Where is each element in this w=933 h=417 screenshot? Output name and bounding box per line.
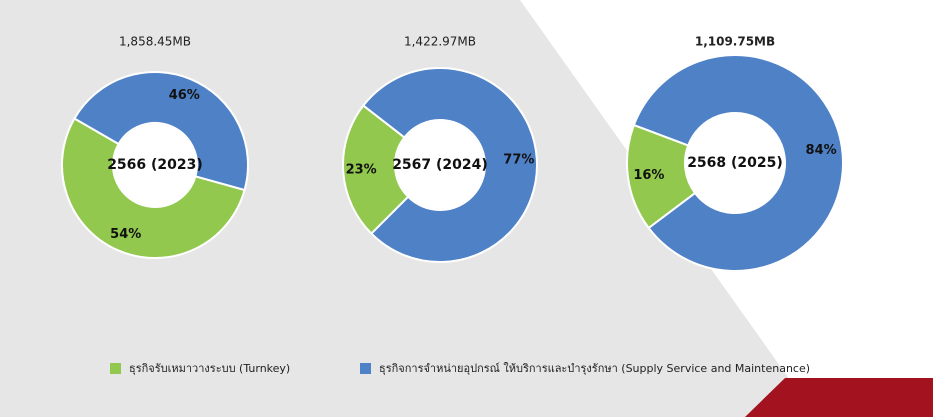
slice-label: 54%: [110, 227, 141, 242]
center-label: 2566 (2023): [107, 157, 203, 173]
donut-slice: [361, 67, 538, 263]
donut-hole: [686, 114, 784, 212]
slice-label: 84%: [806, 143, 837, 158]
slice-label: 23%: [346, 162, 377, 177]
donut-slice: [342, 104, 410, 236]
chart-title: 1,109.75MB: [695, 35, 775, 49]
donut-slice: [632, 54, 844, 272]
chart-title: 1,858.45MB: [119, 35, 191, 49]
legend-swatch: [110, 363, 121, 374]
red-corner: [745, 378, 933, 417]
slice-label: 46%: [169, 88, 200, 103]
donut-slice: [73, 71, 249, 192]
donut-slice: [61, 117, 246, 259]
donut-hole: [114, 124, 196, 206]
legend-label: ธุรกิจรับเหมาวางระบบ (Turnkey): [129, 362, 290, 375]
legend-swatch: [360, 363, 371, 374]
donut-hole: [396, 121, 484, 209]
center-label: 2567 (2024): [392, 157, 488, 173]
slice-label: 16%: [633, 168, 664, 183]
center-label: 2568 (2025): [687, 155, 783, 171]
chart-title: 1,422.97MB: [404, 35, 476, 49]
legend-label: ธุรกิจการจำหน่ายอุปกรณ์ ให้บริการและบำรุ…: [379, 362, 810, 375]
slice-label: 77%: [503, 153, 534, 168]
